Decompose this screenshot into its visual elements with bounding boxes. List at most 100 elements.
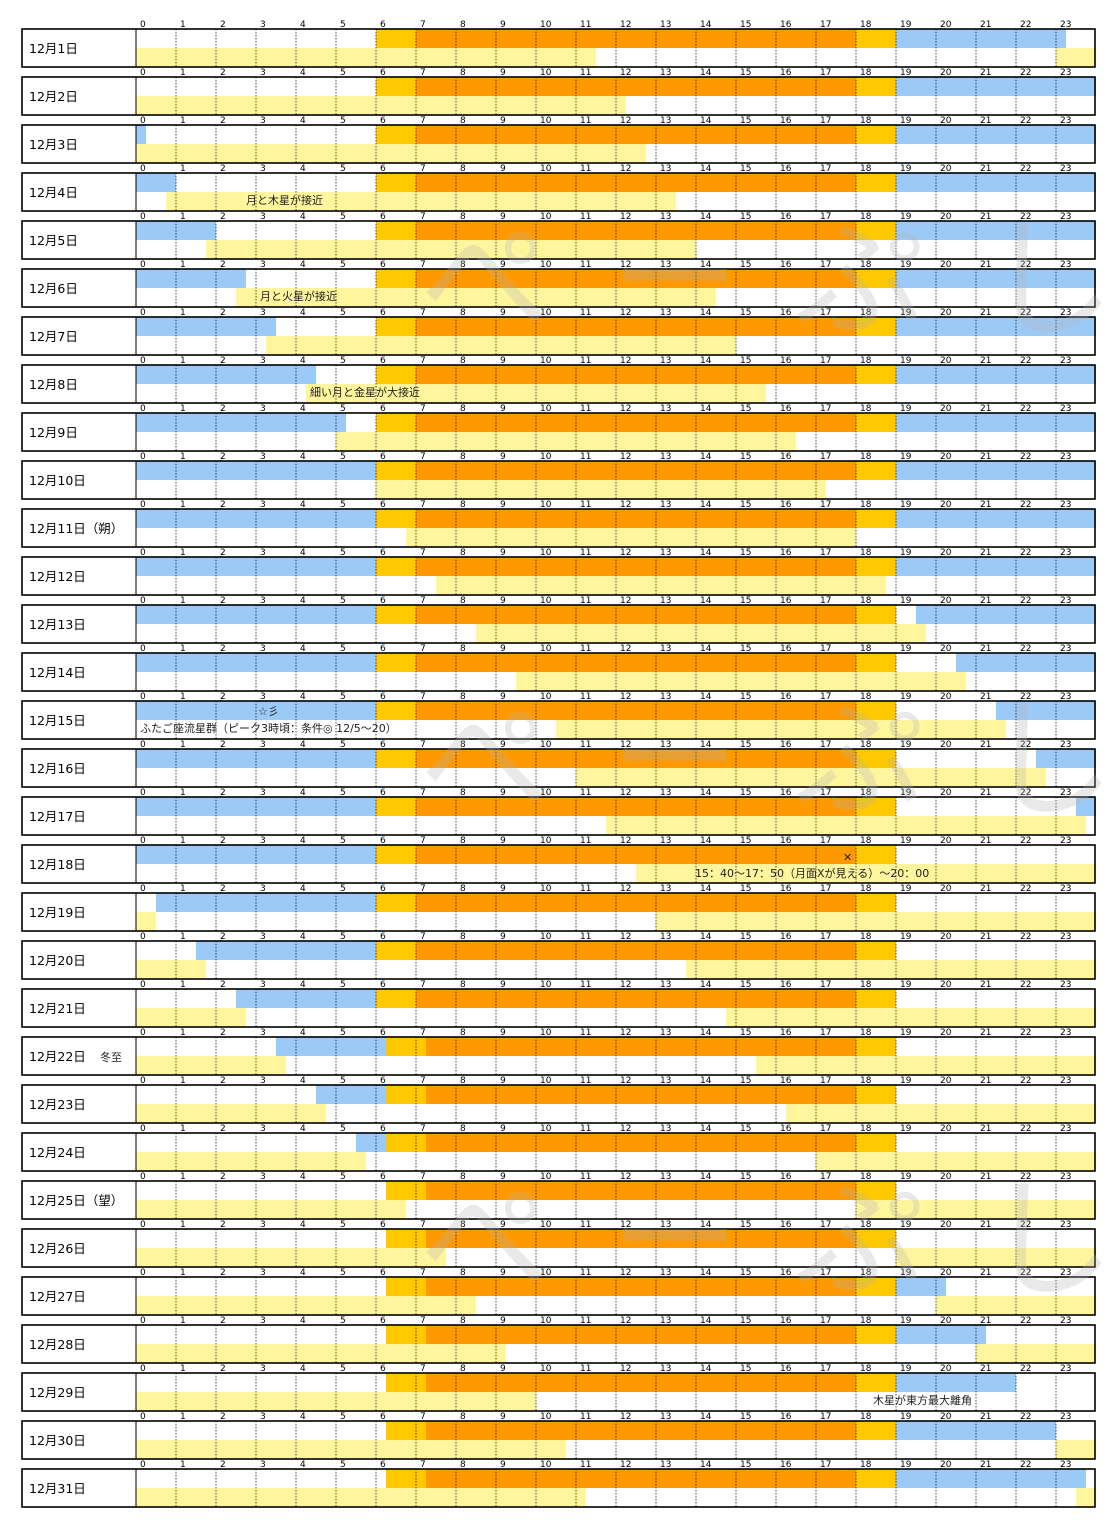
hour-tick-label: 15 xyxy=(740,116,751,126)
hour-tick-label: 7 xyxy=(420,644,426,654)
hour-tick-label: 6 xyxy=(380,404,386,414)
daytime-bar xyxy=(416,509,856,528)
hour-tick-label: 6 xyxy=(380,884,386,894)
hour-tick-label: 8 xyxy=(460,1172,466,1182)
hour-tick-label: 1 xyxy=(180,1076,186,1086)
hour-tick-label: 19 xyxy=(900,788,912,798)
hour-tick-label: 6 xyxy=(380,1316,386,1326)
evening-twilight-bar xyxy=(856,605,896,624)
date-label: 12月28日 xyxy=(29,1337,86,1352)
hour-tick-label: 9 xyxy=(500,356,506,366)
hour-tick-label: 14 xyxy=(700,740,712,750)
hour-tick-label: 2 xyxy=(220,884,226,894)
hour-tick-label: 19 xyxy=(900,980,912,990)
hour-tick-label: 3 xyxy=(260,116,266,126)
hour-tick-label: 0 xyxy=(140,932,146,942)
hour-tick-label: 9 xyxy=(500,596,506,606)
hour-tick-label: 18 xyxy=(860,980,872,990)
hour-tick-label: 16 xyxy=(780,596,792,606)
hour-tick-label: 18 xyxy=(860,932,872,942)
hour-tick-label: 22 xyxy=(1020,68,1031,78)
night-sky-bar xyxy=(276,1037,386,1056)
annotation-note: 月と火星が接近 xyxy=(260,289,337,303)
hour-tick-label: 22 xyxy=(1020,164,1031,174)
hour-tick-label: 2 xyxy=(220,20,226,30)
evening-twilight-bar xyxy=(856,29,896,48)
hour-tick-label: 3 xyxy=(260,164,266,174)
hour-tick-label: 10 xyxy=(540,1172,552,1182)
hour-tick-label: 12 xyxy=(620,692,631,702)
hour-tick-label: 21 xyxy=(980,212,991,222)
hour-tick-label: 21 xyxy=(980,356,991,366)
hour-tick-label: 3 xyxy=(260,1316,266,1326)
hour-tick-label: 8 xyxy=(460,212,466,222)
hour-tick-label: 0 xyxy=(140,1220,146,1230)
hour-tick-label: 21 xyxy=(980,68,991,78)
hour-tick-label: 4 xyxy=(300,260,306,270)
hour-tick-label: 19 xyxy=(900,404,912,414)
hour-tick-label: 18 xyxy=(860,116,872,126)
hour-tick-label: 3 xyxy=(260,68,266,78)
morning-twilight-bar xyxy=(376,173,416,192)
hour-tick-label: 19 xyxy=(900,1364,912,1374)
hour-tick-label: 12 xyxy=(620,404,631,414)
hour-tick-label: 15 xyxy=(740,1460,751,1470)
hour-tick-label: 14 xyxy=(700,1364,712,1374)
hour-tick-label: 4 xyxy=(300,1268,306,1278)
hour-tick-label: 21 xyxy=(980,1412,991,1422)
hour-tick-label: 11 xyxy=(580,20,591,30)
hour-tick-label: 22 xyxy=(1020,548,1031,558)
hour-tick-label: 5 xyxy=(340,1124,346,1134)
hour-tick-label: 23 xyxy=(1060,1028,1071,1038)
moon-visible-bar xyxy=(656,912,1096,930)
morning-twilight-bar xyxy=(386,1085,426,1104)
hour-tick-label: 17 xyxy=(820,1460,831,1470)
hour-tick-label: 17 xyxy=(820,20,831,30)
hour-tick-label: 2 xyxy=(220,788,226,798)
hour-tick-label: 20 xyxy=(940,212,952,222)
hour-tick-label: 6 xyxy=(380,788,386,798)
hour-tick-label: 15 xyxy=(740,1268,751,1278)
hour-tick-label: 5 xyxy=(340,836,346,846)
daytime-bar xyxy=(416,125,856,144)
hour-tick-label: 14 xyxy=(700,1316,712,1326)
hour-tick-label: 2 xyxy=(220,1124,226,1134)
hour-tick-label: 2 xyxy=(220,1460,226,1470)
hour-tick-label: 23 xyxy=(1060,452,1071,462)
hour-tick-label: 3 xyxy=(260,212,266,222)
hour-tick-label: 21 xyxy=(980,740,991,750)
moon-visible-bar xyxy=(136,1296,476,1314)
hour-tick-label: 1 xyxy=(180,980,186,990)
hour-tick-label: 22 xyxy=(1020,1316,1031,1326)
hour-tick-label: 4 xyxy=(300,692,306,702)
hour-tick-label: 12 xyxy=(620,788,631,798)
hour-tick-label: 14 xyxy=(700,1220,712,1230)
date-label: 12月16日 xyxy=(29,761,86,776)
evening-twilight-bar xyxy=(856,797,896,816)
row-frame xyxy=(21,28,1096,68)
hour-tick-label: 15 xyxy=(740,308,751,318)
moon-visible-bar xyxy=(436,576,886,594)
hour-tick-label: 17 xyxy=(820,1412,831,1422)
hour-tick-label: 13 xyxy=(660,692,671,702)
hour-tick-label: 6 xyxy=(380,1028,386,1038)
hour-tick-label: 2 xyxy=(220,308,226,318)
hour-tick-label: 4 xyxy=(300,1220,306,1230)
moon-visible-bar xyxy=(476,624,926,642)
hour-tick-label: 10 xyxy=(540,20,552,30)
hour-tick-label: 6 xyxy=(380,932,386,942)
hour-tick-label: 2 xyxy=(220,404,226,414)
hour-tick-label: 20 xyxy=(940,788,952,798)
hour-tick-label: 21 xyxy=(980,1316,991,1326)
date-label: 12月25日（望） xyxy=(29,1193,123,1208)
hour-tick-label: 1 xyxy=(180,884,186,894)
hour-tick-label: 4 xyxy=(300,452,306,462)
hour-tick-label: 5 xyxy=(340,644,346,654)
hour-tick-label: 18 xyxy=(860,692,872,702)
morning-twilight-bar xyxy=(376,461,416,480)
hour-tick-label: 9 xyxy=(500,884,506,894)
hour-tick-label: 15 xyxy=(740,836,751,846)
night-sky-bar xyxy=(136,413,346,432)
hour-tick-label: 22 xyxy=(1020,1028,1031,1038)
date-label: 12月23日 xyxy=(29,1097,86,1112)
